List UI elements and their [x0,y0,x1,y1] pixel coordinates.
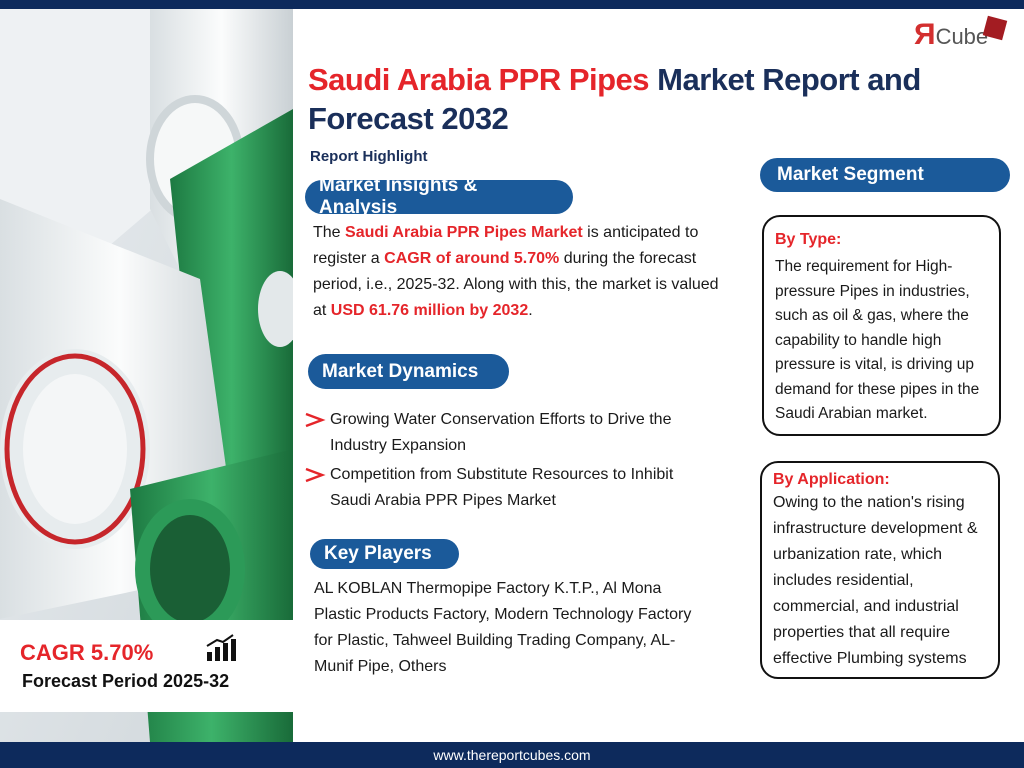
text: during the forecast period, i.e., 2025-3… [313,250,719,319]
dynamics-item: Competition from Substitute Resources to… [330,466,674,509]
application-label: By Application: [773,471,890,488]
type-text: The requirement for High-pressure Pipes … [775,258,980,422]
section-heading: Market Segment [760,158,1010,192]
cagr-value: CAGR 5.70% [20,640,154,665]
insights-paragraph: The Saudi Arabia PPR Pipes Market is ant… [313,220,728,324]
type-label: By Type: [775,231,842,248]
title: Saudi Arabia PPR Pipes Market Report and… [308,60,988,138]
cagr-panel [0,620,293,712]
cagr-period: Forecast Period 2025-32 [22,671,230,691]
section-heading: Market Insights & Analysis [305,175,573,218]
application-text: Owing to the nation's rising infrastruct… [773,494,978,667]
text: . [528,302,533,319]
footer-url[interactable]: www.thereportcubes.com [433,747,591,763]
dynamics-item: Growing Water Conservation Efforts to Dr… [330,411,672,454]
title-rest: Market Report and Forecast 2032 [308,62,921,136]
type-box: By Type: The requirement for High-pressu… [762,215,1001,436]
growth-icon [206,634,236,661]
text: The [313,224,346,241]
bullet-arrow [305,467,326,483]
logo-mark: Я [914,18,936,51]
highlight: USD 61.76 million by 2032 [330,302,529,319]
top-bar [0,0,1024,9]
players-text: AL KOBLAN Thermopipe Factory K.T.P., Al … [314,580,692,675]
footer: www.thereportcubes.com [0,742,1024,768]
logo: ЯCube [914,18,988,52]
bullet-arrow [305,412,326,428]
application-box: By Application: Owing to the nation's ri… [760,461,1000,679]
title-highlight: Saudi Arabia PPR Pipes [308,62,650,97]
logo-text: Cube [935,24,989,49]
section-heading: Market Dynamics [308,354,509,389]
highlight: CAGR of around 5.70% [384,250,560,267]
highlight: Saudi Arabia PPR Pipes Market [345,224,583,241]
pipes-image [0,9,293,742]
text: is anticipated to register a [313,224,699,267]
subtitle: Report Highlight [310,148,428,165]
section-heading: Key Players [310,539,459,569]
